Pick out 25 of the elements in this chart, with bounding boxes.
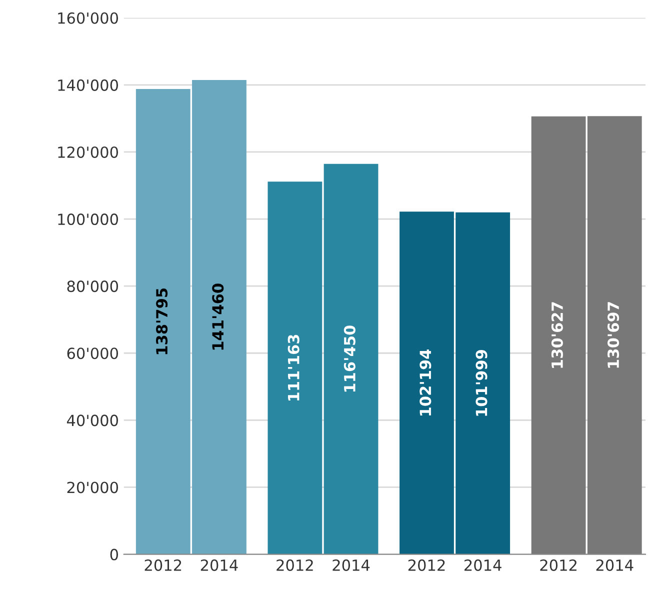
data-label: 102'194 bbox=[420, 349, 432, 416]
data-label: 130'627 bbox=[551, 302, 563, 368]
x-tick-label: 2014 bbox=[464, 559, 502, 571]
data-label: 130'697 bbox=[608, 302, 620, 368]
y-tick-label: 120'000 bbox=[58, 146, 118, 158]
y-tick-label: 100'000 bbox=[58, 213, 118, 226]
y-tick-label: 160'000 bbox=[58, 12, 118, 24]
y-tick-label: 60'000 bbox=[67, 348, 118, 360]
x-tick-label: 2012 bbox=[540, 559, 576, 571]
x-tick-label: 2014 bbox=[200, 559, 238, 571]
data-label: 138'795 bbox=[156, 288, 168, 354]
x-tick-label: 2012 bbox=[144, 559, 182, 571]
y-tick-label: 0 bbox=[110, 548, 118, 560]
x-tick-label: 2012 bbox=[408, 559, 445, 571]
data-label: 101'999 bbox=[476, 350, 488, 416]
y-tick-label: 80'000 bbox=[67, 280, 118, 292]
x-tick-label: 2014 bbox=[332, 559, 370, 571]
x-tick-label: 2012 bbox=[276, 559, 313, 571]
data-label: 111'163 bbox=[288, 334, 300, 400]
y-tick-label: 20'000 bbox=[67, 482, 118, 494]
y-tick-label: 140'000 bbox=[58, 79, 118, 91]
data-label: 116'450 bbox=[344, 326, 356, 392]
data-label: 141'460 bbox=[212, 284, 224, 350]
x-tick-label: 2014 bbox=[596, 559, 634, 571]
y-tick-label: 40'000 bbox=[66, 414, 118, 426]
